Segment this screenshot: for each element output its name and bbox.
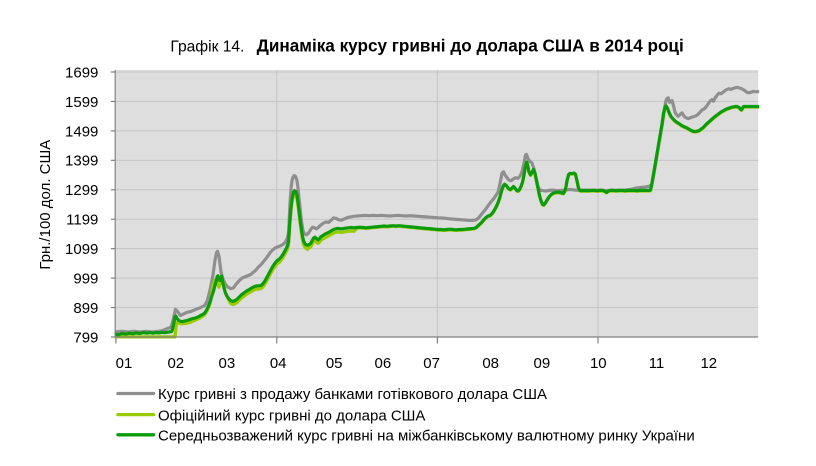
svg-text:02: 02	[167, 355, 184, 372]
svg-text:08: 08	[482, 355, 499, 372]
svg-text:Середньозважений курс гривні н: Середньозважений курс гривні на міжбанкі…	[158, 428, 695, 445]
svg-text:1699: 1699	[65, 64, 98, 81]
svg-text:09: 09	[534, 355, 551, 372]
svg-text:03: 03	[219, 355, 236, 372]
svg-text:1299: 1299	[65, 182, 98, 199]
svg-text:799: 799	[73, 329, 98, 346]
svg-text:06: 06	[375, 355, 392, 372]
svg-text:1199: 1199	[66, 212, 98, 229]
svg-text:01: 01	[116, 355, 133, 372]
svg-text:Грн./100 дол. США: Грн./100 дол. США	[37, 140, 54, 270]
svg-text:12: 12	[700, 355, 717, 372]
svg-text:1599: 1599	[65, 94, 98, 111]
svg-text:07: 07	[423, 355, 440, 372]
svg-text:10: 10	[590, 355, 607, 372]
svg-text:999: 999	[73, 271, 98, 288]
svg-text:04: 04	[270, 355, 287, 372]
svg-text:05: 05	[326, 355, 343, 372]
svg-text:1099: 1099	[65, 241, 98, 258]
svg-text:Графік 14.Динаміка курсу гривн: Графік 14. Динаміка курсу гривні до долар…	[170, 36, 683, 56]
svg-text:899: 899	[73, 300, 98, 317]
svg-text:Курс гривні з продажу банками: Курс гривні з продажу банками готівковог…	[158, 386, 547, 403]
svg-text:Офіційний курс гривні до долар: Офіційний курс гривні до долара США	[158, 407, 425, 424]
svg-text:11: 11	[649, 355, 665, 372]
svg-text:1399: 1399	[65, 153, 98, 170]
svg-text:1499: 1499	[65, 123, 98, 140]
